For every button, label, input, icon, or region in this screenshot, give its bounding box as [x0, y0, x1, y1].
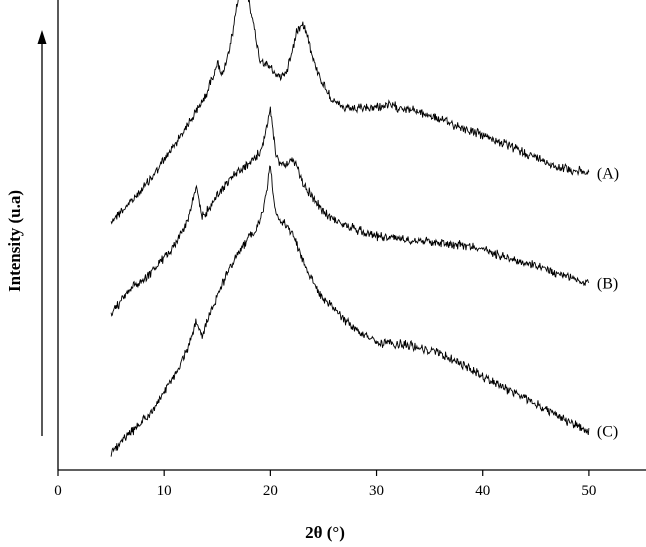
axes — [57, 0, 646, 471]
series-2: (B) — [110, 106, 618, 317]
series-line-2 — [110, 106, 590, 317]
x-tick-label-0: 0 — [54, 483, 62, 499]
x-tick-label-20: 20 — [263, 483, 278, 499]
x-ticks — [57, 470, 590, 476]
intensity-arrow — [37, 30, 47, 436]
series-3: (C) — [110, 165, 618, 457]
x-tick-label-30: 30 — [369, 483, 384, 499]
x-axis-title: 2θ (°) — [305, 523, 345, 542]
series-line-1 — [110, 0, 590, 225]
intensity-arrow-head — [37, 30, 47, 44]
series-1: (A) — [110, 0, 619, 225]
series-label-1: (A) — [597, 165, 619, 182]
y-axis-title: Intensity (u.a) — [5, 190, 24, 292]
x-tick-label-10: 10 — [157, 483, 172, 499]
series-line-3 — [110, 165, 590, 457]
series-label-3: (C) — [597, 424, 618, 441]
x-tick-label-50: 50 — [581, 483, 596, 499]
series-label-2: (B) — [597, 275, 618, 292]
x-tick-labels: 0 10 20 30 40 50 — [54, 483, 596, 499]
series-group: (A) (B) (C) — [110, 0, 619, 457]
x-tick-label-40: 40 — [475, 483, 490, 499]
